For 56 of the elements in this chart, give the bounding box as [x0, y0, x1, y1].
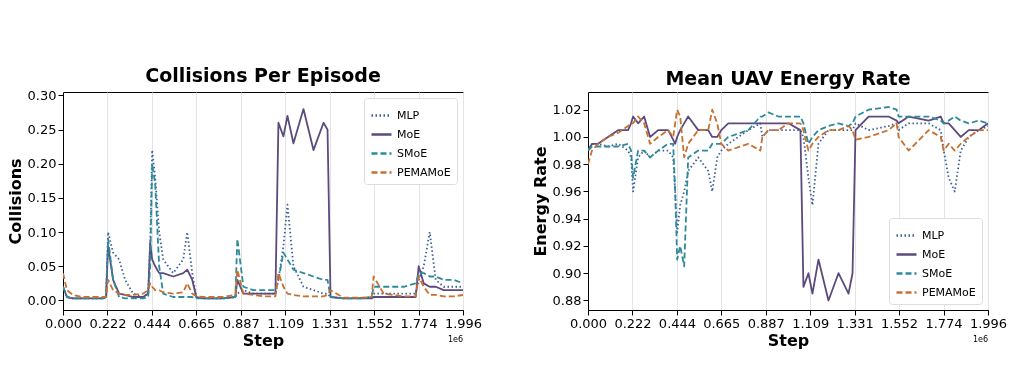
chart-title: Mean UAV Energy Rate: [665, 67, 911, 89]
x-tick-label: 1.331: [836, 315, 874, 331]
x-axis-title: Step: [242, 330, 285, 350]
line-series: [588, 115, 988, 302]
x-axis-title: Step: [767, 330, 810, 350]
x-tick-label: 0.000: [569, 315, 608, 331]
y-tick-label: 0.20: [27, 156, 57, 172]
legend-label: PEMAMoE: [397, 165, 451, 179]
y-tick-label: 0.92: [552, 238, 582, 254]
y-tick-label: 0.30: [27, 87, 57, 103]
y-tick-label: 1.00: [552, 129, 582, 145]
x-tick-label: 1.109: [267, 315, 305, 331]
legend-label: MLP: [397, 108, 420, 122]
x-tick-label: 1.552: [355, 315, 394, 331]
y-tick-label: 1.02: [552, 102, 582, 118]
x-tick-label: 1.331: [311, 315, 349, 331]
y-tick-label: 0.25: [27, 122, 57, 138]
chart-title: Collisions Per Episode: [145, 64, 381, 87]
y-axis-title: Energy Rate: [530, 146, 550, 257]
x-tick-label: 0.000: [44, 315, 83, 331]
x-tick-label: 0.665: [703, 315, 741, 331]
x-tick-label: 0.887: [747, 315, 785, 331]
x-tick-label: 0.444: [133, 315, 172, 331]
y-tick-label: 0.96: [552, 183, 582, 199]
y-tick-label: 0.98: [552, 156, 582, 172]
legend-label: MLP: [922, 228, 945, 242]
x-tick-label: 0.444: [658, 315, 697, 331]
y-tick-label: 0.05: [27, 258, 57, 274]
legend-label: PEMAMoE: [922, 285, 976, 299]
text: 1e6: [972, 335, 988, 344]
x-tick-label: 1.996: [444, 315, 483, 331]
y-tick-label: 0.88: [552, 292, 582, 308]
x-tick-label: 0.887: [222, 315, 260, 331]
y-tick-label: 0.90: [552, 265, 582, 281]
y-tick-label: 0.10: [27, 224, 57, 240]
y-axis-title: Collisions: [5, 158, 25, 245]
x-tick-label: 0.222: [614, 315, 652, 331]
y-tick-label: 0.15: [27, 190, 57, 206]
line-series: [588, 108, 988, 166]
line-series: [588, 106, 988, 268]
x-tick-label: 0.665: [178, 315, 216, 331]
x-tick-label: 1.774: [400, 315, 438, 331]
text: 1e6: [447, 335, 463, 344]
legend-label: MoE: [397, 127, 421, 141]
y-tick-label: 0.94: [552, 211, 582, 227]
x-tick-label: 1.996: [969, 315, 1008, 331]
x-tick-label: 1.552: [880, 315, 919, 331]
x-tick-label: 0.222: [89, 315, 127, 331]
legend-label: SMoE: [922, 266, 953, 280]
y-tick-label: 0.00: [27, 292, 57, 308]
line-series: [63, 268, 463, 299]
x-tick-label: 1.774: [925, 315, 963, 331]
x-tick-label: 1.109: [792, 315, 830, 331]
legend-label: SMoE: [397, 146, 428, 160]
line-series: [63, 108, 463, 300]
legend-label: MoE: [922, 247, 946, 261]
